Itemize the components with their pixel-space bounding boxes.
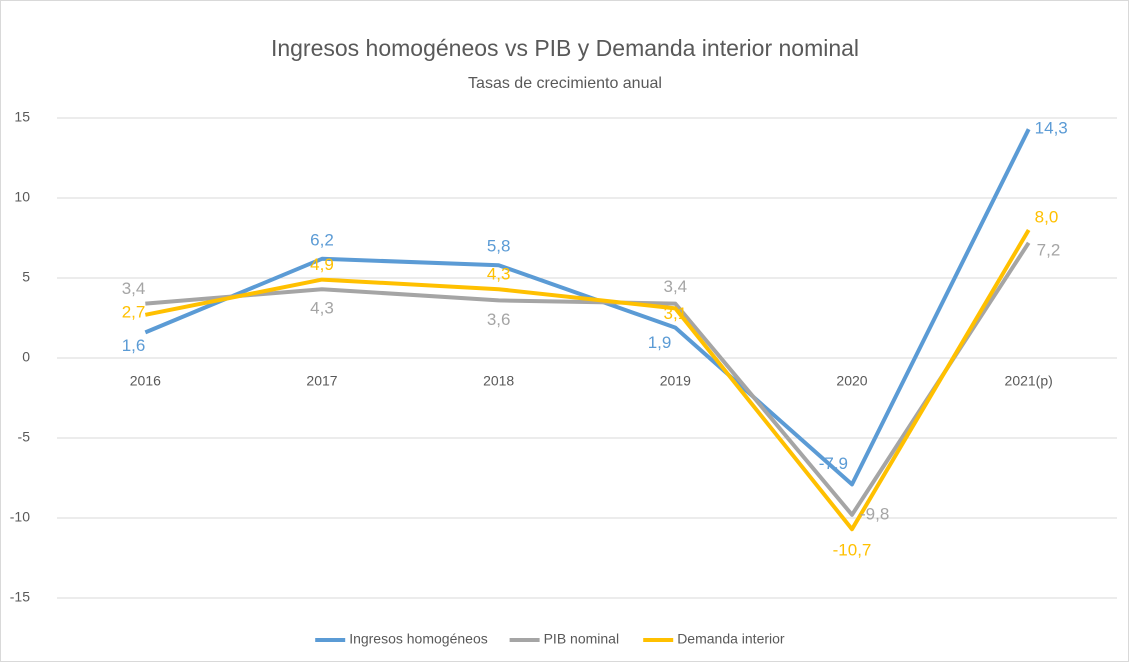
data-label: -9,8	[860, 504, 889, 523]
legend-label: PIB nominal	[544, 631, 619, 647]
series-line	[144, 228, 1031, 532]
data-label: 3,1	[664, 304, 688, 323]
x-tick-label: 2017	[306, 373, 337, 389]
y-tick-label: -5	[18, 429, 31, 445]
data-label: 2,7	[122, 302, 146, 321]
x-tick-label: 2018	[483, 373, 514, 389]
data-label: -10,7	[833, 541, 872, 560]
data-label: 5,8	[487, 237, 511, 256]
series-line	[144, 128, 1031, 487]
data-label: 3,4	[664, 277, 688, 296]
data-label: 4,3	[487, 265, 511, 284]
x-tick-label: 2020	[836, 373, 867, 389]
data-label: 14,3	[1035, 119, 1068, 138]
chart-title: Ingresos homogéneos vs PIB y Demanda int…	[271, 35, 859, 61]
y-tick-label: -15	[10, 589, 30, 605]
y-tick-label: 10	[14, 189, 30, 205]
chart-subtitle: Tasas de crecimiento anual	[468, 75, 662, 92]
data-label: 3,6	[487, 310, 511, 329]
y-tick-label: -10	[10, 509, 30, 525]
series-line	[145, 241, 1031, 517]
data-label: 4,3	[310, 299, 334, 318]
data-label: 1,9	[648, 333, 672, 352]
x-tick-label: 2016	[130, 373, 161, 389]
data-label: -7,9	[819, 454, 848, 473]
data-label: 3,4	[122, 279, 146, 298]
y-tick-label: 5	[22, 269, 30, 285]
data-label: 7,2	[1037, 240, 1061, 259]
legend-label: Demanda interior	[677, 631, 785, 647]
y-tick-label: 0	[22, 349, 30, 365]
data-label: 1,6	[122, 336, 146, 355]
data-label: 4,9	[310, 255, 334, 274]
data-label: 6,2	[310, 230, 334, 249]
x-tick-label: 2021(p)	[1005, 373, 1053, 389]
data-label: 8,0	[1035, 207, 1059, 226]
y-tick-label: 15	[14, 109, 30, 125]
x-tick-label: 2019	[660, 373, 691, 389]
legend-label: Ingresos homogéneos	[349, 631, 488, 647]
